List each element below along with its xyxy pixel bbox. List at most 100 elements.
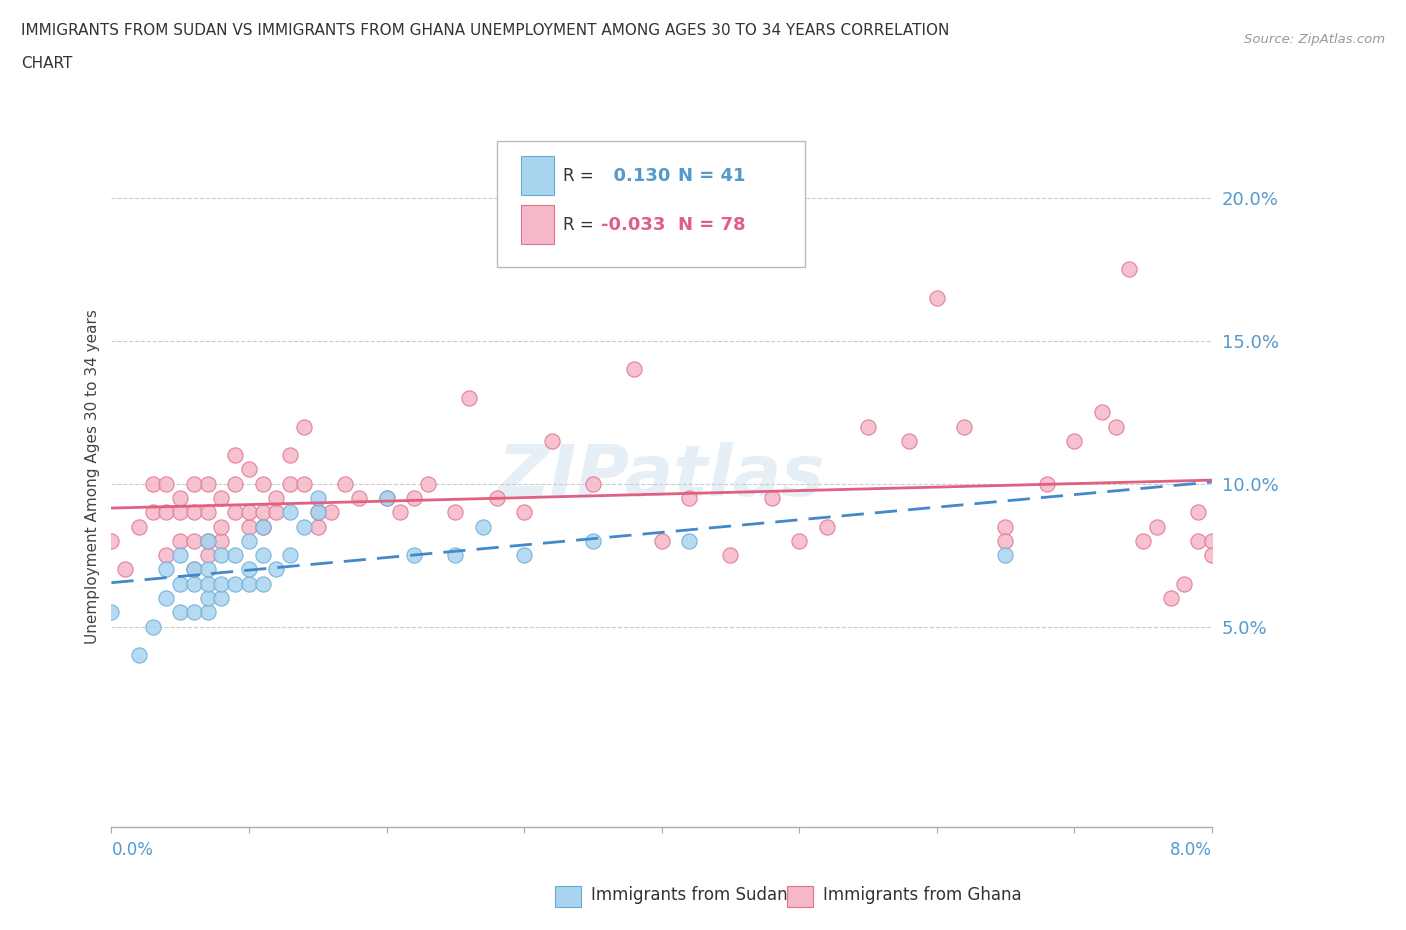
Point — [1063, 433, 1085, 448]
Point — [292, 476, 315, 491]
Point — [169, 548, 191, 563]
Point — [183, 476, 205, 491]
Point — [347, 491, 370, 506]
Point — [678, 491, 700, 506]
Point — [197, 505, 219, 520]
Point — [307, 505, 329, 520]
Point — [278, 505, 301, 520]
Point — [1187, 534, 1209, 549]
Point — [1201, 534, 1223, 549]
Point — [1160, 591, 1182, 605]
Text: Immigrants from Sudan: Immigrants from Sudan — [591, 885, 787, 904]
Point — [266, 562, 288, 577]
Point — [925, 290, 948, 305]
Point — [183, 505, 205, 520]
Point — [321, 505, 343, 520]
Point — [211, 548, 233, 563]
Point — [155, 591, 177, 605]
Point — [197, 534, 219, 549]
Point — [582, 534, 605, 549]
Point — [307, 519, 329, 534]
Point — [183, 604, 205, 619]
Point — [169, 577, 191, 591]
Point — [197, 577, 219, 591]
Point — [114, 562, 136, 577]
Text: Immigrants from Ghana: Immigrants from Ghana — [823, 885, 1021, 904]
Point — [183, 562, 205, 577]
Point — [898, 433, 921, 448]
Point — [183, 534, 205, 549]
Point — [1187, 505, 1209, 520]
Point — [307, 505, 329, 520]
Point — [1146, 519, 1168, 534]
Point — [278, 476, 301, 491]
Point — [292, 519, 315, 534]
Point — [252, 577, 274, 591]
Point — [128, 519, 150, 534]
Point — [169, 491, 191, 506]
Point — [142, 619, 165, 634]
Text: R =: R = — [562, 216, 593, 233]
Point — [169, 604, 191, 619]
Point — [197, 604, 219, 619]
Point — [238, 562, 260, 577]
Point — [815, 519, 838, 534]
Point — [211, 519, 233, 534]
Point — [155, 548, 177, 563]
Text: 0.130: 0.130 — [602, 166, 671, 184]
Point — [197, 562, 219, 577]
Point — [224, 447, 246, 462]
Point — [211, 577, 233, 591]
Text: N = 41: N = 41 — [678, 166, 745, 184]
Point — [224, 476, 246, 491]
Point — [211, 591, 233, 605]
Point — [197, 548, 219, 563]
Point — [994, 534, 1017, 549]
Point — [142, 476, 165, 491]
Point — [155, 476, 177, 491]
Point — [375, 491, 398, 506]
Text: R =: R = — [562, 166, 593, 184]
Point — [540, 433, 562, 448]
Text: ZIPatlas: ZIPatlas — [498, 442, 825, 512]
Point — [224, 577, 246, 591]
Point — [1132, 534, 1154, 549]
Point — [155, 562, 177, 577]
Text: N = 78: N = 78 — [678, 216, 745, 233]
Point — [856, 419, 879, 434]
Text: CHART: CHART — [21, 56, 73, 71]
Point — [444, 505, 467, 520]
Point — [128, 647, 150, 662]
FancyBboxPatch shape — [496, 140, 804, 267]
Point — [266, 505, 288, 520]
Text: -0.033: -0.033 — [602, 216, 665, 233]
Point — [718, 548, 741, 563]
Point — [402, 491, 425, 506]
Point — [183, 562, 205, 577]
Point — [402, 548, 425, 563]
Text: 0.0%: 0.0% — [111, 841, 153, 859]
Point — [252, 548, 274, 563]
Point — [444, 548, 467, 563]
Point — [278, 447, 301, 462]
Point — [375, 491, 398, 506]
Point — [953, 419, 976, 434]
Text: Source: ZipAtlas.com: Source: ZipAtlas.com — [1244, 33, 1385, 46]
Point — [238, 505, 260, 520]
Point — [994, 548, 1017, 563]
Point — [169, 534, 191, 549]
Point — [100, 534, 122, 549]
Point — [100, 604, 122, 619]
Point — [155, 505, 177, 520]
Point — [224, 548, 246, 563]
Point — [197, 476, 219, 491]
Point — [787, 534, 810, 549]
Point — [485, 491, 508, 506]
Point — [416, 476, 439, 491]
Point — [513, 548, 536, 563]
Point — [197, 591, 219, 605]
Point — [211, 491, 233, 506]
Point — [238, 534, 260, 549]
Point — [471, 519, 494, 534]
Point — [266, 491, 288, 506]
